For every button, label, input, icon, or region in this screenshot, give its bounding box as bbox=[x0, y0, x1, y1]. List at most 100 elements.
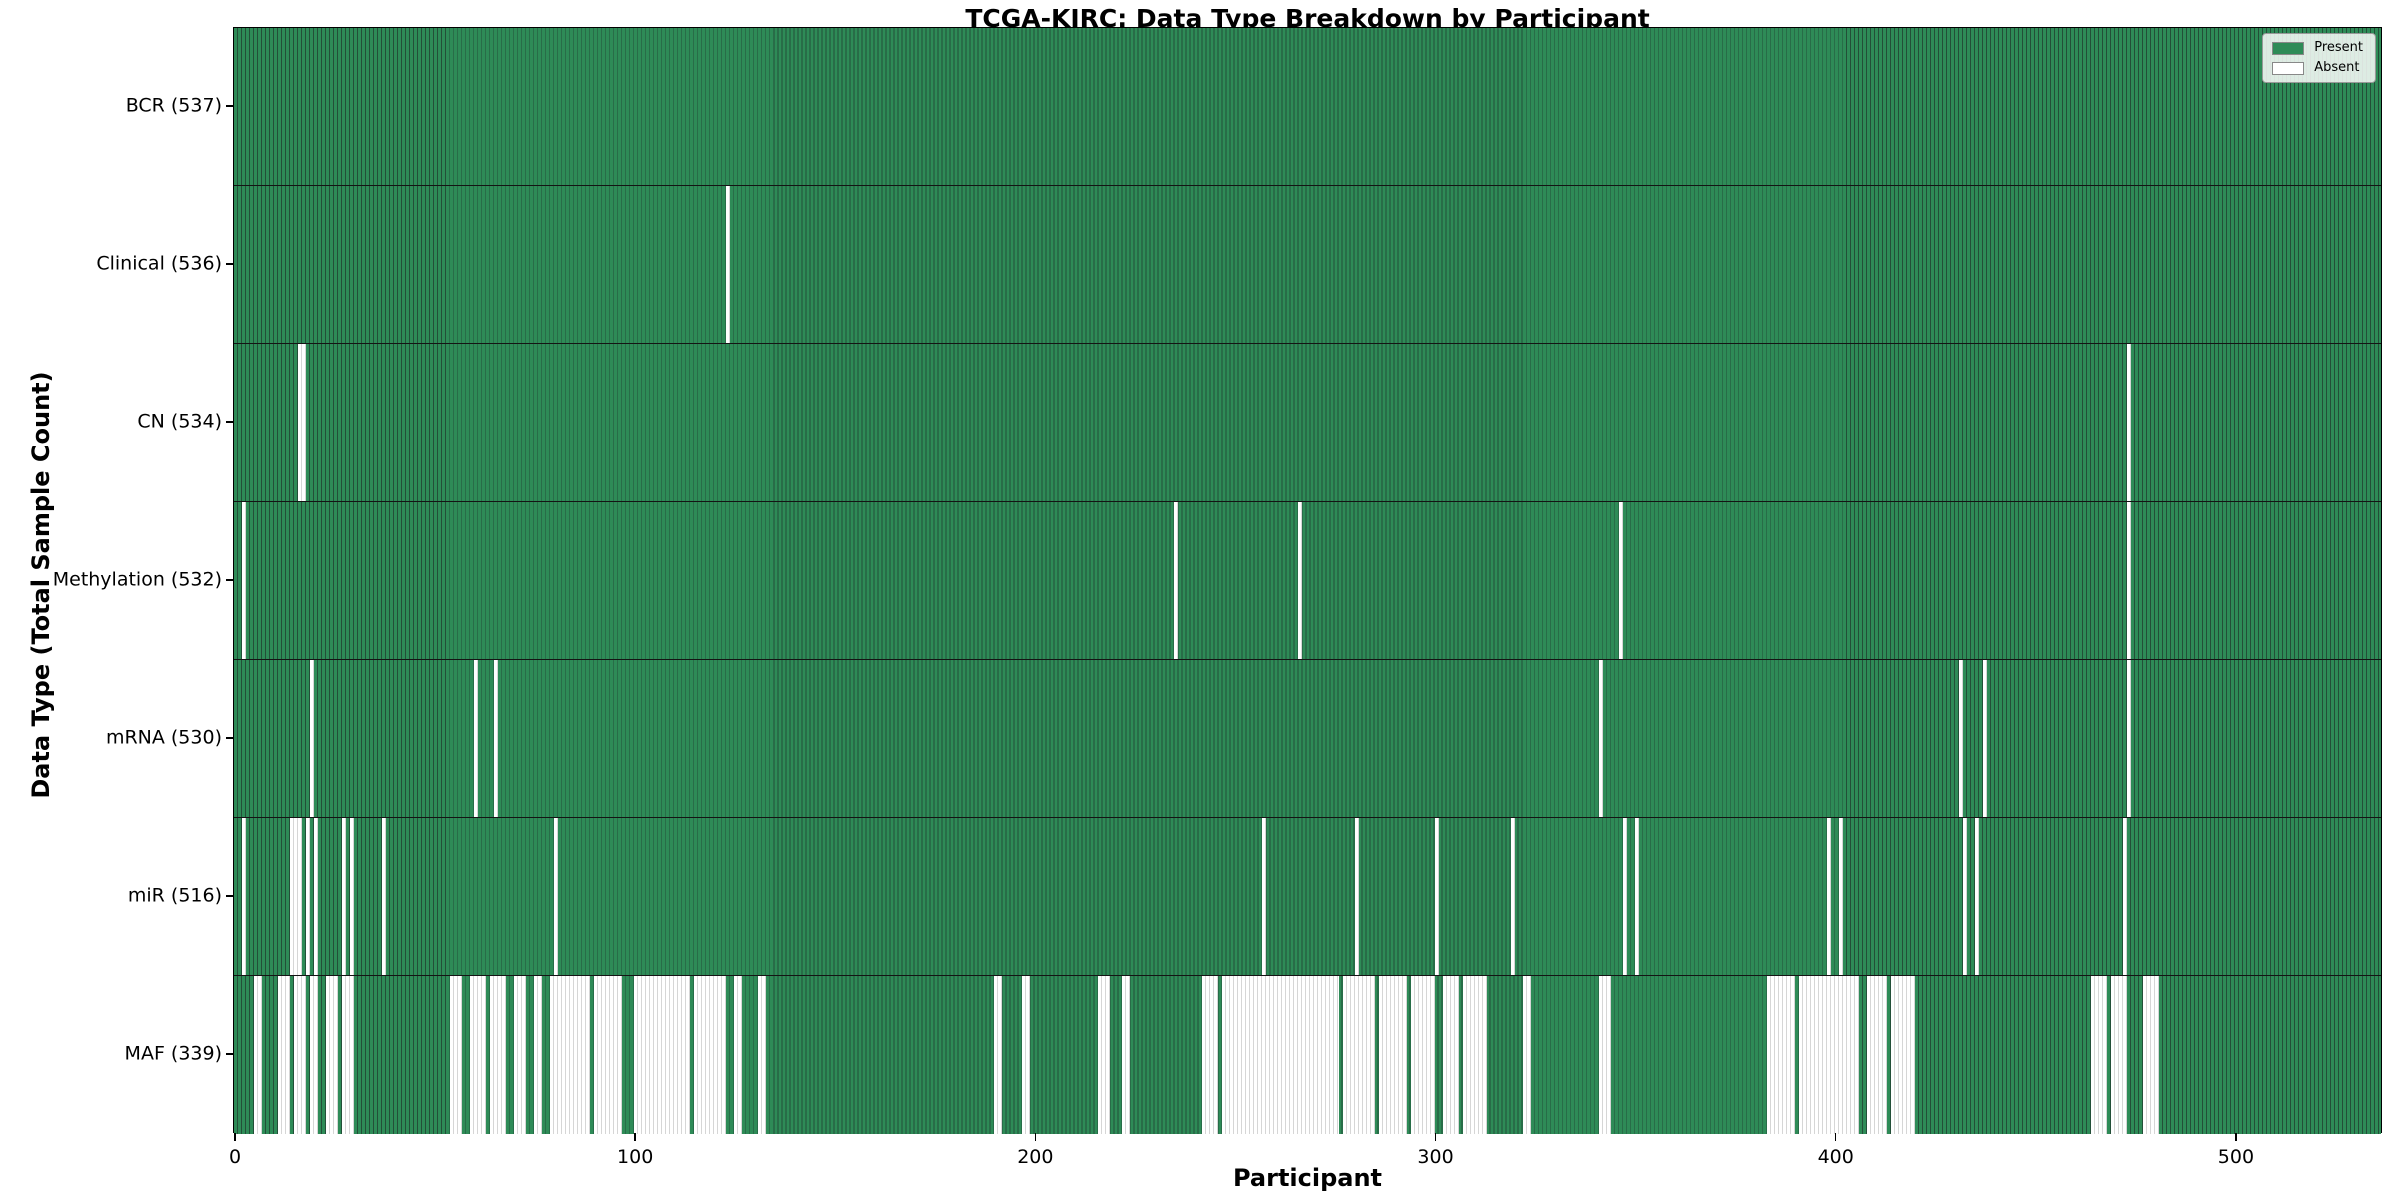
absent-block bbox=[1622, 818, 1627, 975]
x-tick-mark bbox=[1034, 1133, 1037, 1141]
x-tick-label-100: 100 bbox=[617, 1146, 654, 1168]
absent-block bbox=[1634, 818, 1639, 975]
y-tick-mark bbox=[226, 421, 233, 423]
absent-block bbox=[726, 186, 731, 343]
absent-block bbox=[342, 818, 347, 975]
absent-block bbox=[1442, 976, 1459, 1134]
absent-block bbox=[314, 818, 319, 975]
absent-block bbox=[1354, 818, 1359, 975]
row-cn bbox=[234, 344, 2381, 502]
absent-block bbox=[1434, 818, 1439, 975]
absent-block bbox=[278, 976, 291, 1134]
absent-block bbox=[2126, 344, 2131, 501]
row-maf bbox=[234, 976, 2381, 1134]
x-tick-label-200: 200 bbox=[1017, 1146, 1054, 1168]
absent-block bbox=[1462, 976, 1487, 1134]
absent-block bbox=[734, 976, 743, 1134]
x-tick-mark bbox=[1835, 1133, 1837, 1141]
absent-block bbox=[1974, 818, 1979, 975]
absent-block bbox=[1890, 976, 1915, 1134]
absent-block bbox=[1598, 976, 1611, 1134]
row-bcr bbox=[234, 28, 2381, 186]
x-tick-label-0: 0 bbox=[228, 1146, 242, 1168]
absent-block bbox=[494, 660, 499, 817]
row-mir bbox=[234, 818, 2381, 976]
y-tick-label-mir: miR (516) bbox=[127, 884, 222, 907]
absent-block bbox=[2090, 976, 2107, 1134]
y-tick-mark bbox=[226, 105, 233, 107]
absent-block bbox=[254, 976, 262, 1134]
absent-block bbox=[1866, 976, 1887, 1134]
y-tick-label-maf: MAF (339) bbox=[124, 1042, 222, 1065]
absent-block bbox=[1022, 976, 1031, 1134]
x-tick-mark bbox=[234, 1133, 236, 1141]
absent-block bbox=[326, 976, 339, 1134]
absent-block bbox=[1410, 976, 1435, 1134]
absent-block bbox=[554, 818, 559, 975]
absent-block bbox=[634, 976, 691, 1134]
absent-block bbox=[1510, 818, 1515, 975]
absent-block bbox=[1598, 660, 1603, 817]
x-tick-label-300: 300 bbox=[1417, 1146, 1454, 1168]
absent-block bbox=[1298, 502, 1303, 659]
absent-block bbox=[1222, 976, 1339, 1134]
row-methylation bbox=[234, 502, 2381, 660]
y-tick-label-mrna: mRNA (530) bbox=[105, 726, 222, 749]
absent-block bbox=[1202, 976, 1219, 1134]
x-tick-label-400: 400 bbox=[1817, 1146, 1854, 1168]
absent-block bbox=[550, 976, 591, 1134]
y-tick-mark bbox=[226, 579, 233, 581]
absent-block bbox=[1826, 818, 1831, 975]
absent-block bbox=[594, 976, 623, 1134]
absent-block bbox=[2142, 976, 2159, 1134]
absent-block bbox=[2126, 660, 2131, 817]
y-tick-mark bbox=[226, 895, 233, 897]
absent-block bbox=[1098, 976, 1111, 1134]
plot-area bbox=[233, 27, 2382, 1134]
absent-block bbox=[2126, 502, 2131, 659]
absent-block bbox=[310, 660, 315, 817]
legend: Present Absent bbox=[2262, 33, 2376, 83]
absent-block bbox=[1982, 660, 1987, 817]
absent-block bbox=[1618, 502, 1623, 659]
y-tick-label-methylation: Methylation (532) bbox=[52, 568, 222, 591]
absent-block bbox=[350, 818, 355, 975]
absent-block bbox=[514, 976, 527, 1134]
row-mrna bbox=[234, 660, 2381, 818]
absent-block bbox=[290, 818, 303, 975]
absent-block bbox=[474, 660, 479, 817]
absent-block bbox=[2122, 818, 2127, 975]
x-tick-label-500: 500 bbox=[2217, 1146, 2255, 1168]
row-clinical bbox=[234, 186, 2381, 344]
absent-block bbox=[1798, 976, 1859, 1134]
absent-block bbox=[298, 344, 307, 501]
x-tick-mark bbox=[634, 1133, 636, 1141]
legend-entry-absent: Absent bbox=[2272, 61, 2363, 75]
absent-block bbox=[490, 976, 507, 1134]
absent-block bbox=[534, 976, 543, 1134]
absent-block bbox=[1342, 976, 1375, 1134]
absent-block bbox=[1174, 502, 1179, 659]
y-tick-label-cn: CN (534) bbox=[137, 410, 222, 433]
absent-block bbox=[294, 976, 307, 1134]
absent-block bbox=[382, 818, 387, 975]
absent-block bbox=[694, 976, 727, 1134]
legend-present-label: Present bbox=[2314, 40, 2363, 55]
absent-block bbox=[342, 976, 355, 1134]
absent-block bbox=[306, 818, 311, 975]
absent-block bbox=[242, 818, 246, 975]
x-tick-mark bbox=[2235, 1133, 2237, 1141]
y-tick-label-bcr: BCR (537) bbox=[125, 94, 222, 117]
legend-entry-present: Present bbox=[2272, 41, 2363, 55]
absent-block bbox=[242, 502, 246, 659]
y-tick-mark bbox=[226, 263, 233, 265]
y-tick-mark bbox=[226, 1053, 233, 1055]
absent-block bbox=[470, 976, 487, 1134]
absent-block bbox=[2110, 976, 2127, 1134]
absent-block bbox=[1838, 818, 1843, 975]
absent-block bbox=[1378, 976, 1407, 1134]
present-swatch-icon bbox=[2272, 41, 2305, 55]
absent-block bbox=[758, 976, 767, 1134]
x-axis-label: Participant bbox=[1232, 1164, 1383, 1192]
